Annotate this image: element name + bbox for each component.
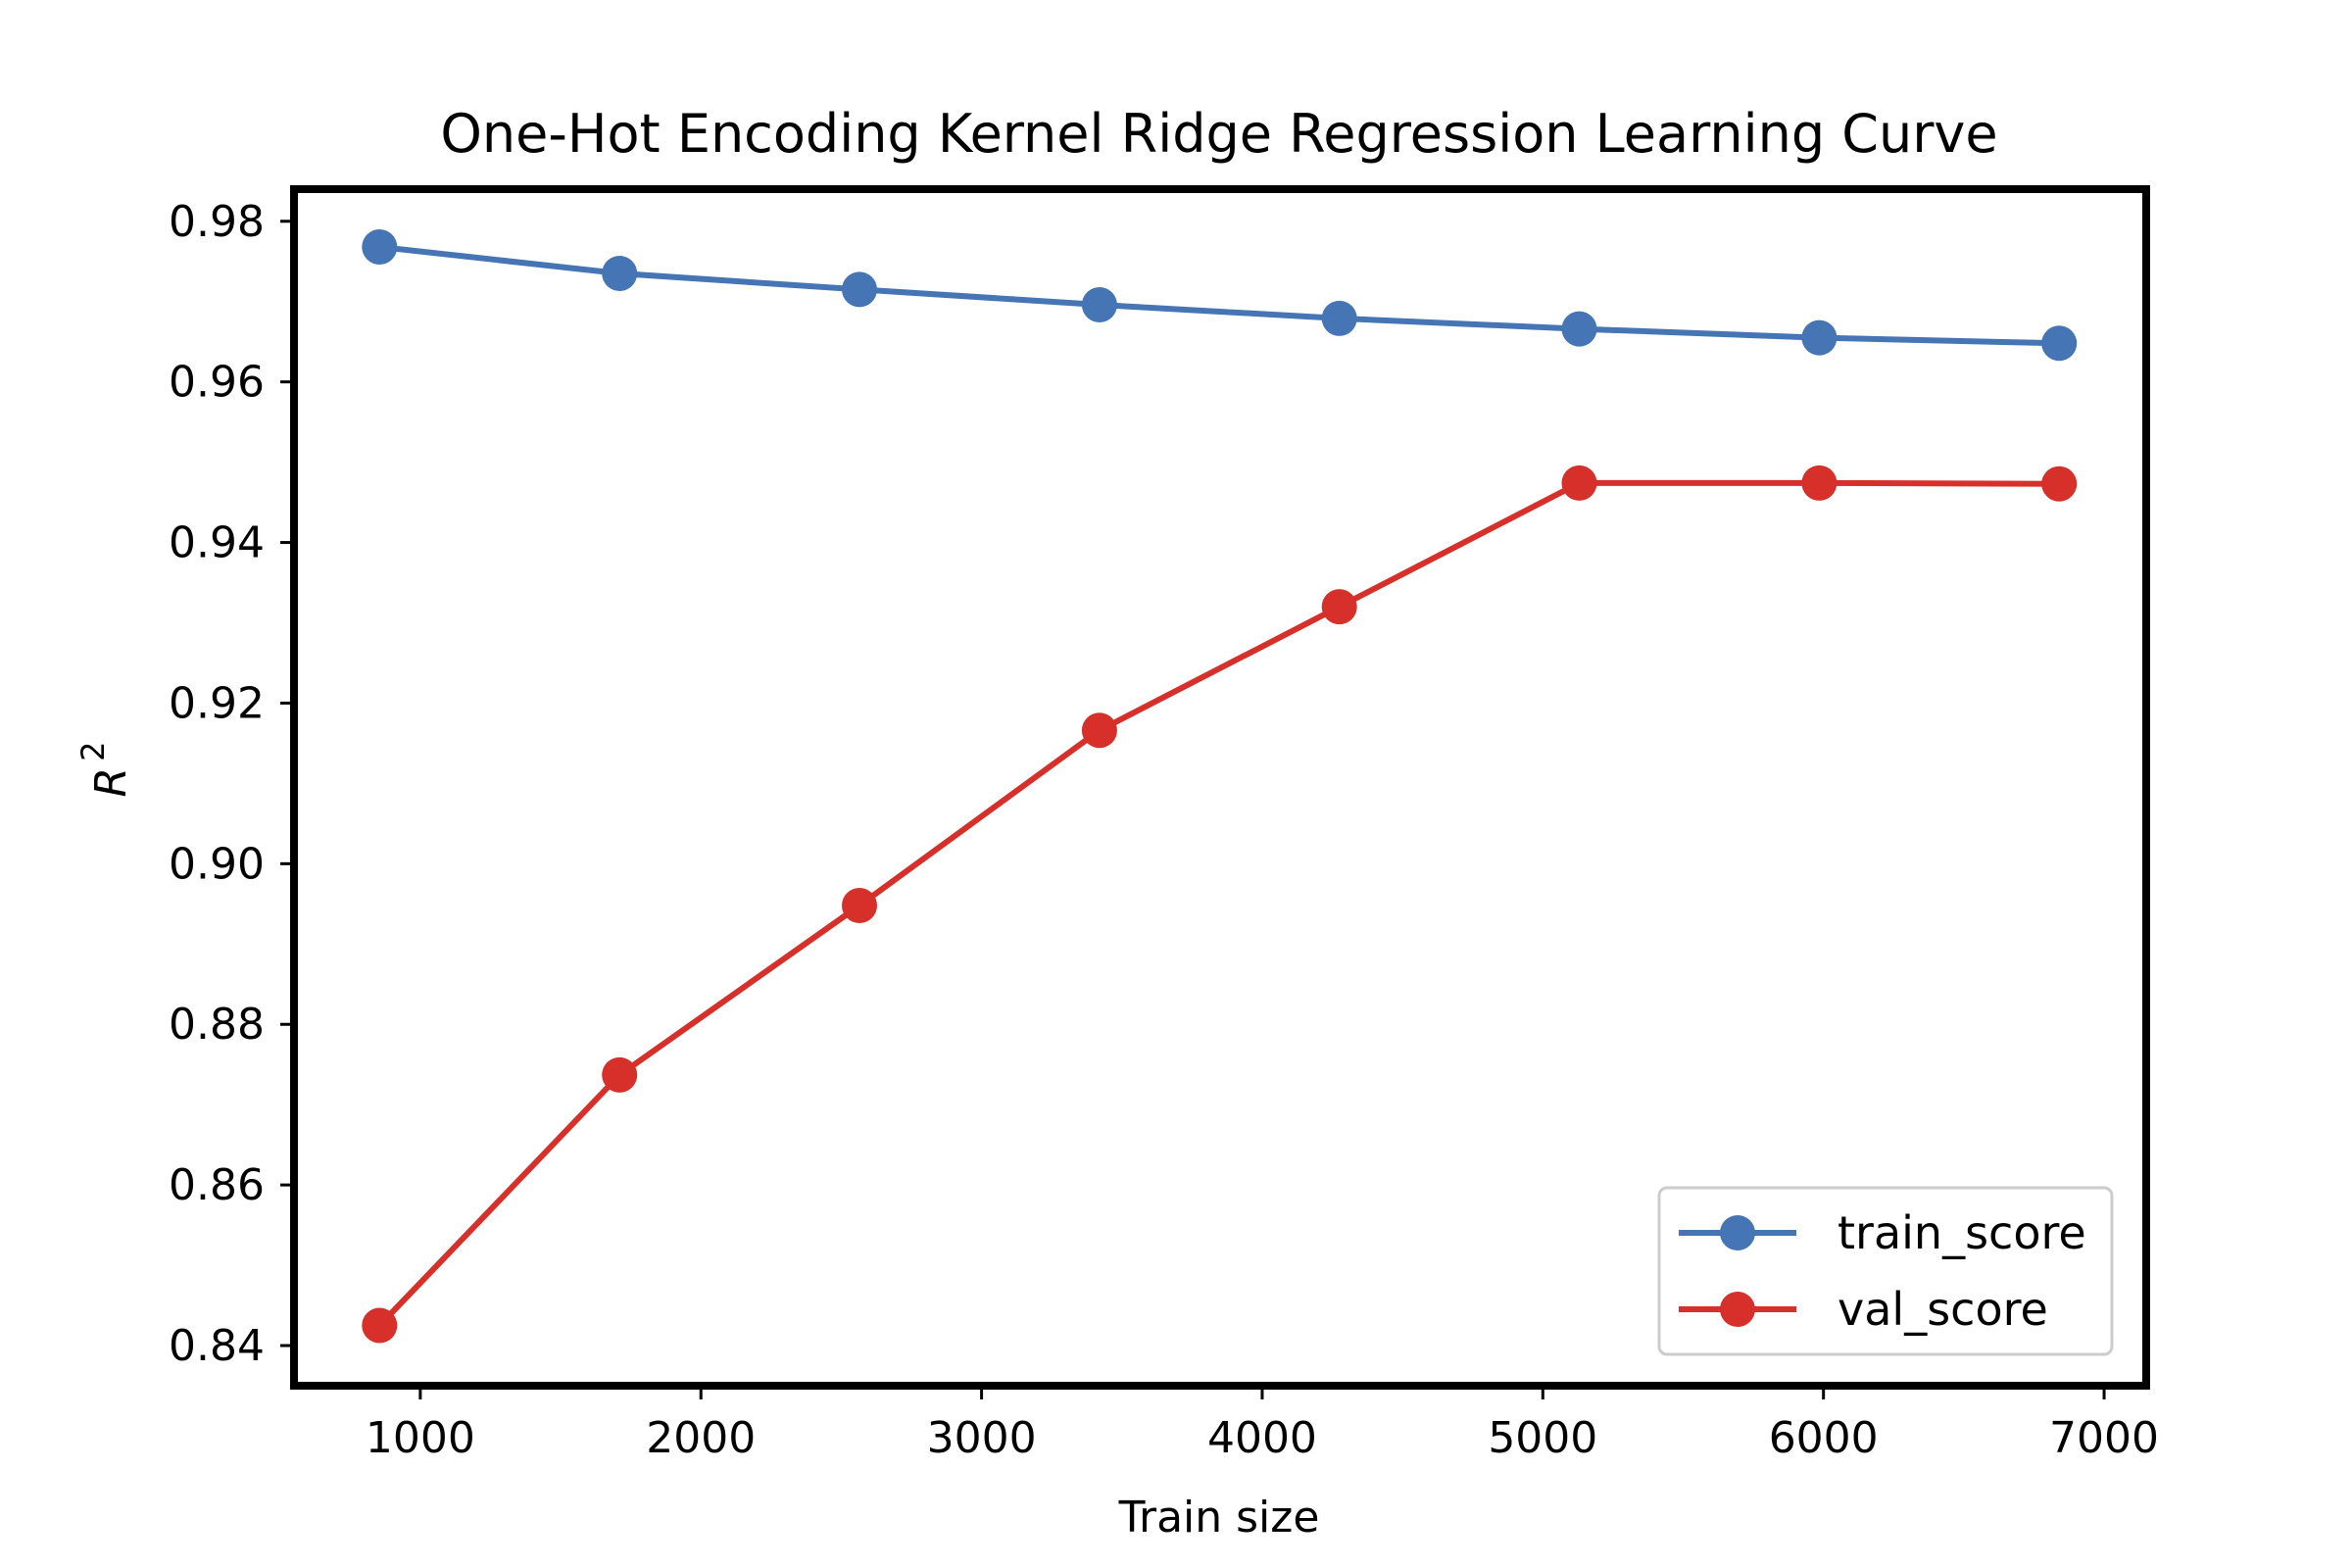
data-point-val-score xyxy=(1561,465,1597,501)
legend-label-train-score: train_score xyxy=(1838,1206,2086,1259)
plot-area: 1000 2000 3000 4000 5000 6000 7000 0.84 0.86 0.88… xyxy=(169,185,2159,1463)
svg-text:R2: R2 xyxy=(74,742,136,798)
y-tick-label: 0.90 xyxy=(169,839,265,889)
y-axis-title-superscript: 2 xyxy=(74,742,112,761)
series-line-val-score xyxy=(376,479,2063,1329)
legend-marker-val-score xyxy=(1720,1292,1755,1327)
x-tick-label: 6000 xyxy=(1769,1413,1879,1463)
legend: train_score val_score xyxy=(1657,1186,2114,1356)
y-tick-label: 0.94 xyxy=(169,518,265,568)
data-point-val-score xyxy=(362,1307,398,1344)
x-axis-title: Train size xyxy=(1118,1493,1320,1543)
y-tick-label: 0.86 xyxy=(169,1160,265,1210)
data-point-train-score xyxy=(2041,325,2078,362)
x-tick-label: 5000 xyxy=(1488,1413,1597,1463)
x-tick-label: 3000 xyxy=(927,1413,1037,1463)
data-point-val-score xyxy=(1321,589,1357,625)
legend-label-val-score: val_score xyxy=(1838,1283,2048,1336)
x-tick-label: 2000 xyxy=(646,1413,756,1463)
y-tick-label: 0.88 xyxy=(169,1000,265,1050)
data-point-val-score xyxy=(1081,712,1117,749)
data-point-train-score xyxy=(362,229,398,265)
legend-box xyxy=(1657,1186,2114,1356)
chart-title: One-Hot Encoding Kernel Ridge Regression… xyxy=(440,103,1997,165)
x-tick-label: 7000 xyxy=(2049,1413,2159,1463)
data-point-train-score xyxy=(1801,319,1838,356)
x-tick-label: 1000 xyxy=(366,1413,475,1463)
data-point-val-score xyxy=(1801,465,1838,501)
series-line-train-score xyxy=(376,244,2063,347)
y-tick-label: 0.96 xyxy=(169,358,265,408)
data-point-train-score xyxy=(1321,300,1357,336)
data-point-train-score xyxy=(1081,287,1117,322)
data-point-val-score xyxy=(2041,466,2078,502)
y-tick-label: 0.84 xyxy=(169,1321,265,1371)
data-point-train-score xyxy=(1561,311,1597,347)
data-point-train-score xyxy=(842,271,877,308)
legend-marker-train-score xyxy=(1720,1215,1755,1250)
data-point-val-score xyxy=(602,1056,638,1093)
data-point-train-score xyxy=(602,256,638,291)
y-tick-label: 0.92 xyxy=(169,678,265,728)
y-tick-label: 0.98 xyxy=(169,197,265,247)
x-tick-label: 4000 xyxy=(1207,1413,1317,1463)
y-axis-title: R2 xyxy=(74,742,136,798)
data-point-val-score xyxy=(842,888,877,923)
y-axis-title-base: R xyxy=(86,767,136,798)
plot-frame xyxy=(290,185,2150,1390)
